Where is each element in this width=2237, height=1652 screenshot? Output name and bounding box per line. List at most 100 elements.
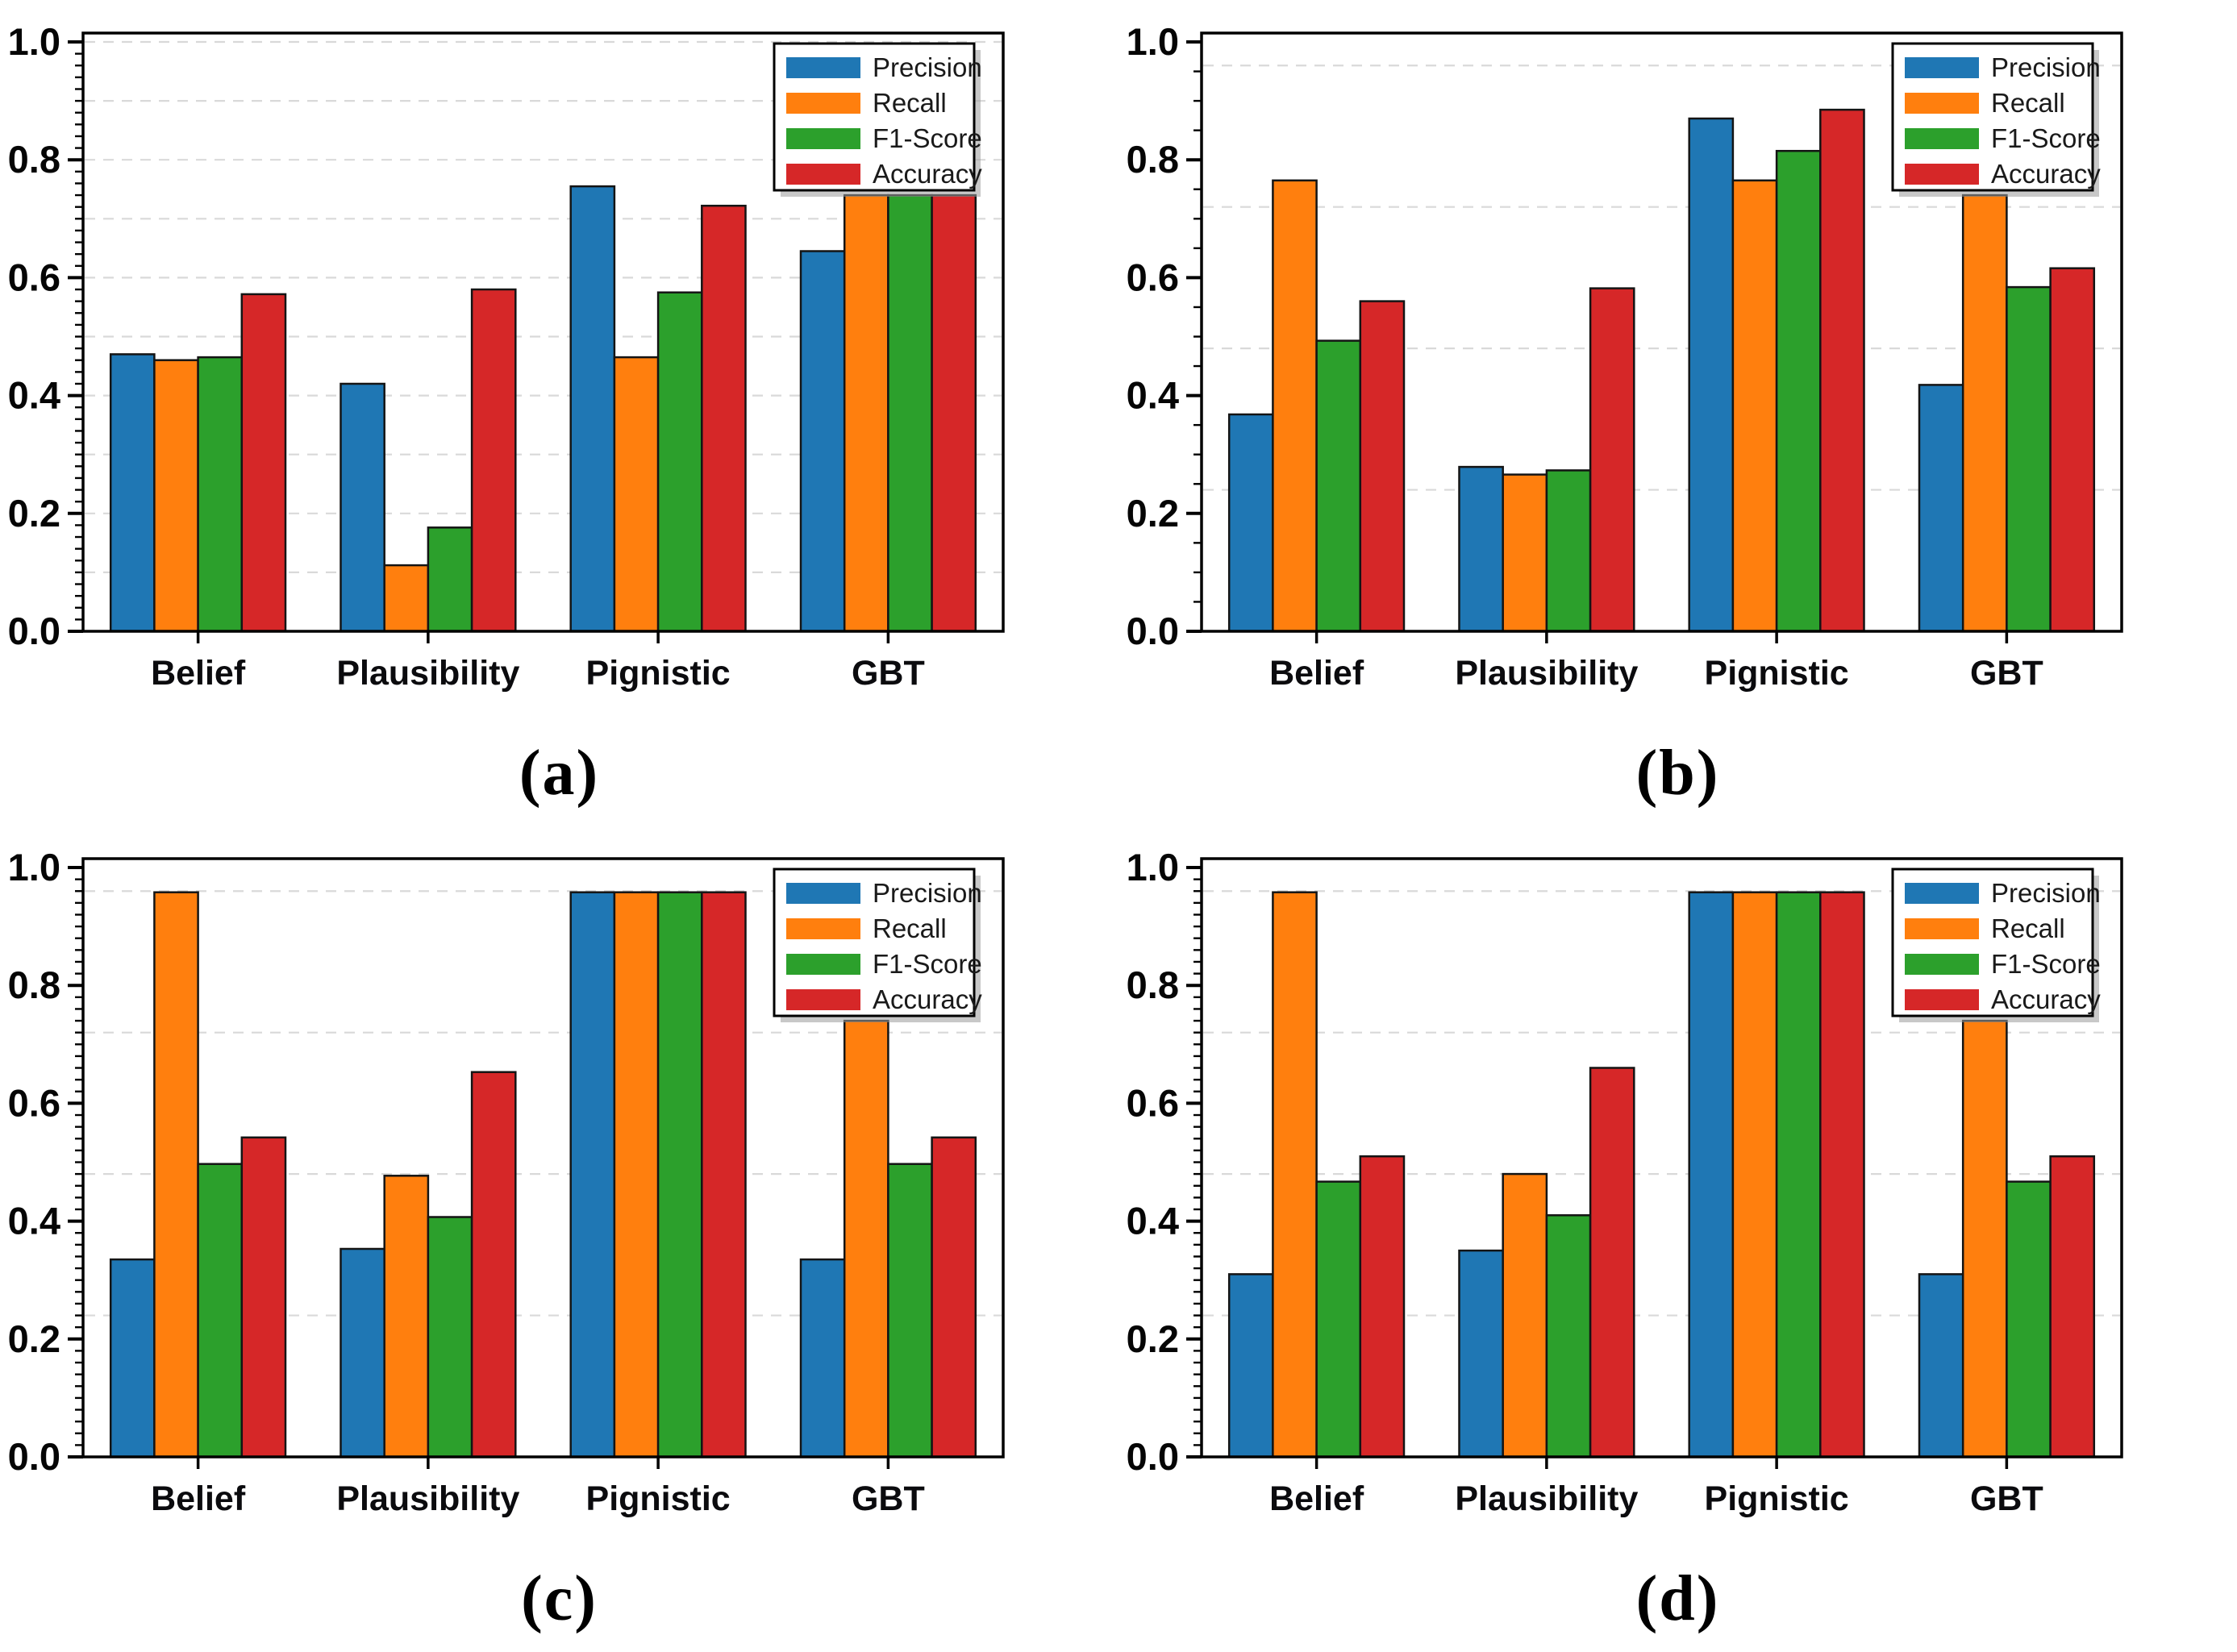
x-category-label: Belief xyxy=(151,1479,246,1518)
y-tick-label: 1.0 xyxy=(1127,20,1179,63)
x-axis: Belief Plausibility Pignistic GBT xyxy=(1269,631,2043,693)
bar-belief-f1-score xyxy=(197,356,244,633)
y-tick-label: 0.4 xyxy=(8,374,60,417)
x-category-label: Pignistic xyxy=(1705,1479,1849,1518)
legend-swatch-f1-score xyxy=(1905,128,1979,149)
bar-plausibility-accuracy xyxy=(470,288,517,633)
legend-label: Precision xyxy=(1991,878,2101,908)
legend-label: F1-Score xyxy=(873,123,982,153)
legend-swatch-f1-score xyxy=(786,128,860,149)
x-axis: Belief Plausibility Pignistic GBT xyxy=(151,1457,925,1518)
legend-swatch-f1-score xyxy=(1905,954,1979,975)
y-tick-label: 0.6 xyxy=(1127,256,1179,298)
panel-a: 0.0 0.2 0.4 0.6 0.8 1.0 Belief Plausibility Pign… xyxy=(0,0,1118,826)
legend-label: Recall xyxy=(1991,913,2065,943)
panel-c-caption: (c) xyxy=(521,1563,598,1634)
legend-swatch-precision xyxy=(786,57,860,78)
bar-pignistic-recall xyxy=(1731,891,1778,1459)
y-tick-label: 0.8 xyxy=(8,963,60,1006)
bar-belief-f1-score xyxy=(1315,339,1362,633)
y-tick-label: 1.0 xyxy=(8,846,60,888)
y-tick-label: 0.8 xyxy=(1127,138,1179,181)
bar-gbt-precision xyxy=(799,250,846,633)
legend-swatch-accuracy xyxy=(1905,989,1979,1010)
bars-recall xyxy=(1272,891,2008,1459)
bar-gbt-f1-score xyxy=(2006,285,2052,633)
bar-belief-recall xyxy=(153,359,199,633)
y-tick-label: 0.6 xyxy=(8,256,60,298)
y-tick-label: 0.4 xyxy=(1127,374,1179,417)
y-tick-label: 0.6 xyxy=(1127,1081,1179,1124)
y-tick-label: 1.0 xyxy=(8,20,60,63)
bar-belief-precision xyxy=(109,1258,156,1459)
bar-plausibility-accuracy xyxy=(470,1071,517,1459)
legend-label: Accuracy xyxy=(873,159,982,189)
bar-plausibility-f1-score xyxy=(427,526,473,633)
bar-gbt-f1-score xyxy=(887,193,933,633)
bar-pignistic-recall xyxy=(613,891,660,1459)
x-category-label: Belief xyxy=(1269,654,1364,693)
bar-belief-recall xyxy=(1272,179,1318,633)
bar-pignistic-precision xyxy=(1688,891,1735,1459)
bar-plausibility-recall xyxy=(1502,473,1548,633)
bars-f1-score xyxy=(197,193,933,633)
bar-belief-recall xyxy=(153,891,199,1459)
bar-belief-precision xyxy=(109,353,156,633)
y-tick-label: 0.8 xyxy=(1127,963,1179,1006)
bars-precision xyxy=(1227,117,1964,633)
bar-gbt-f1-score xyxy=(887,1163,933,1459)
legend-label: Precision xyxy=(1991,52,2101,82)
x-category-label: Belief xyxy=(1269,1479,1364,1518)
x-category-label: GBT xyxy=(1970,1479,2043,1518)
legend-label: Precision xyxy=(873,52,982,82)
legend-label: Accuracy xyxy=(1991,984,2101,1014)
y-tick-label: 0.2 xyxy=(1127,1317,1179,1360)
bar-plausibility-precision xyxy=(340,382,385,633)
bar-gbt-accuracy xyxy=(931,1136,977,1459)
x-category-label: Plausibility xyxy=(336,654,519,693)
legend-swatch-recall xyxy=(1905,93,1979,114)
bars-accuracy xyxy=(240,891,977,1459)
bar-gbt-accuracy xyxy=(2049,267,2096,633)
bars-f1-score xyxy=(1315,891,2052,1459)
bar-gbt-f1-score xyxy=(2006,1180,2052,1459)
legend-label: Accuracy xyxy=(1991,159,2101,189)
y-tick-label: 1.0 xyxy=(1127,846,1179,888)
y-tick-label: 0.2 xyxy=(8,492,60,535)
y-axis: 0.0 0.2 0.4 0.6 0.8 1.0 xyxy=(8,846,83,1478)
bar-pignistic-accuracy xyxy=(1819,108,1865,633)
legend-swatch-accuracy xyxy=(786,164,860,185)
legend-label: Precision xyxy=(873,878,982,908)
y-axis: 0.0 0.2 0.4 0.6 0.8 1.0 xyxy=(1127,20,1202,652)
y-tick-label: 0.8 xyxy=(8,138,60,181)
legend-label: Accuracy xyxy=(873,984,982,1014)
chart-a: 0.0 0.2 0.4 0.6 0.8 1.0 Belief Plausibility Pign… xyxy=(8,20,1005,693)
bars-precision xyxy=(1227,891,1964,1459)
bars xyxy=(1227,891,2096,1459)
bar-pignistic-f1-score xyxy=(1775,891,1822,1459)
bar-pignistic-f1-score xyxy=(656,891,703,1459)
x-category-label: Plausibility xyxy=(336,1479,519,1518)
legend: Precision Recall F1-Score Accuracy xyxy=(773,868,982,1022)
panel-d-caption: (d) xyxy=(1635,1563,1720,1634)
bar-pignistic-precision xyxy=(569,185,616,633)
bar-gbt-precision xyxy=(1918,384,1964,633)
bar-pignistic-precision xyxy=(1688,117,1735,633)
x-category-label: Belief xyxy=(151,654,246,693)
bar-plausibility-precision xyxy=(1458,465,1504,633)
bar-gbt-precision xyxy=(799,1258,846,1459)
bar-belief-accuracy xyxy=(240,1136,287,1459)
legend-label: Recall xyxy=(873,913,947,943)
bars-f1-score xyxy=(1315,149,2052,633)
chart-d: 0.0 0.2 0.4 0.6 0.8 1.0 Belief Plausibility Pign… xyxy=(1127,846,2123,1518)
bar-plausibility-recall xyxy=(1502,1172,1548,1459)
legend-label: Recall xyxy=(873,88,947,118)
bar-plausibility-accuracy xyxy=(1589,1067,1635,1459)
bar-belief-precision xyxy=(1227,1273,1274,1459)
legend-swatch-precision xyxy=(1905,883,1979,904)
panel-d: 0.0 0.2 0.4 0.6 0.8 1.0 Belief Plausibility Pign… xyxy=(1118,826,2237,1652)
bars-recall xyxy=(153,891,889,1459)
panel-b-caption: (b) xyxy=(1635,738,1720,809)
y-tick-label: 0.2 xyxy=(1127,492,1179,535)
x-category-label: Plausibility xyxy=(1455,1479,1638,1518)
